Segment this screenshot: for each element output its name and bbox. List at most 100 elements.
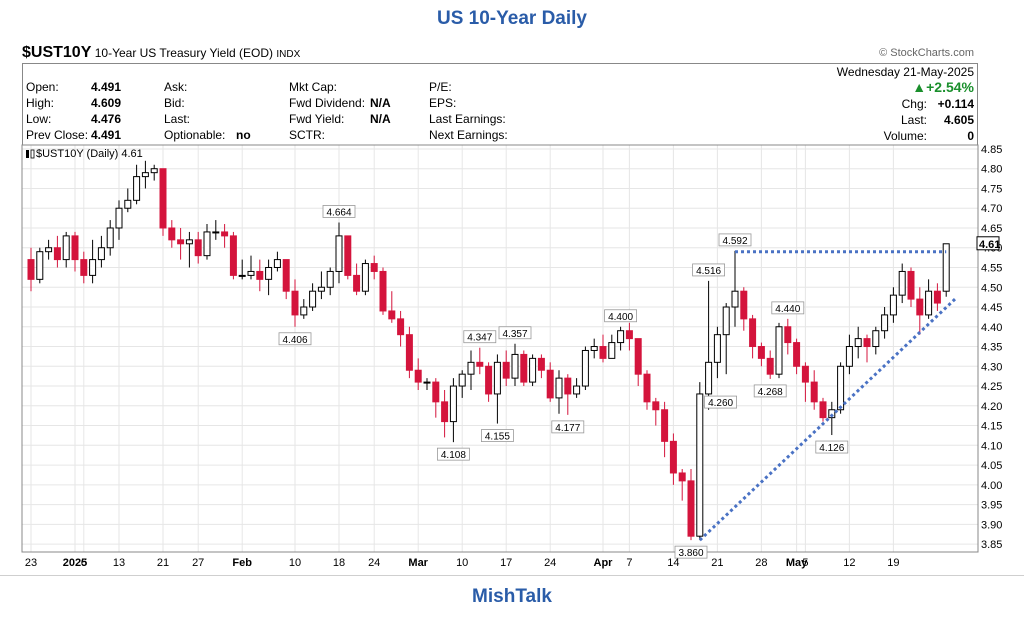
- candle: [282, 259, 290, 300]
- y-tick-label: 4.20: [981, 401, 1002, 413]
- candle: [344, 235, 352, 280]
- candle-body: [423, 381, 431, 384]
- candle: [300, 299, 308, 319]
- candle-body: [361, 263, 369, 292]
- candle: [801, 362, 809, 402]
- chart-grid: [22, 145, 978, 552]
- price-annotation: 4.400: [604, 309, 637, 323]
- price-annotation: 3.860: [674, 545, 708, 559]
- candle: [397, 310, 405, 347]
- fwd-yield-value: N/A: [370, 112, 391, 126]
- annotation-label: 4.516: [696, 266, 721, 277]
- candle-body: [335, 235, 343, 272]
- candle-body: [124, 199, 132, 209]
- candle-body: [757, 346, 765, 359]
- low-label: Low:: [26, 112, 52, 126]
- y-tick-label: 4.00: [981, 480, 1002, 492]
- candle-body: [309, 290, 317, 308]
- candle-body: [273, 259, 281, 268]
- candle: [854, 326, 862, 359]
- y-tick-label: 4.40: [981, 322, 1002, 334]
- candle: [502, 350, 510, 387]
- x-tick-label: 18: [333, 557, 345, 569]
- x-tick-label: 21: [157, 557, 169, 569]
- candle: [71, 231, 79, 272]
- candle: [916, 287, 924, 335]
- y-axis: 4.854.804.754.704.654.604.554.504.454.40…: [981, 144, 1002, 551]
- symbol-description: 10-Year US Treasury Yield (EOD): [94, 46, 274, 60]
- candle-body: [537, 357, 545, 371]
- annotation-box: [322, 205, 356, 218]
- candle-body: [889, 294, 897, 316]
- candle: [599, 334, 607, 363]
- candle: [27, 247, 35, 292]
- y-tick-label: 4.10: [981, 440, 1002, 452]
- fwd-dividend-value: N/A: [370, 96, 391, 110]
- candle-body: [80, 259, 88, 276]
- candle: [696, 382, 704, 541]
- candle-body: [643, 373, 651, 403]
- candle-body: [705, 361, 713, 395]
- optionable-value: no: [236, 128, 251, 142]
- candle-body: [397, 318, 405, 336]
- price-annotation: 4.516: [692, 263, 725, 277]
- annotation-box: [674, 545, 708, 559]
- candle: [361, 259, 369, 296]
- candle: [687, 469, 695, 541]
- candle-body: [581, 349, 589, 387]
- candle: [476, 347, 484, 375]
- annotation-box: [463, 330, 497, 344]
- last-r-label: Last:: [900, 113, 927, 127]
- x-tick-label: 12: [843, 557, 855, 569]
- candle: [634, 338, 642, 387]
- candle-body: [476, 361, 484, 367]
- candle-body: [185, 239, 193, 245]
- pct-change-value: +2.54%: [926, 79, 974, 95]
- candle-body: [696, 393, 704, 537]
- y-tick-label: 4.35: [981, 342, 1002, 354]
- candle: [370, 255, 378, 280]
- y-tick-label: 4.75: [981, 183, 1002, 195]
- candle-body: [546, 369, 554, 399]
- x-tick-label: 28: [755, 557, 767, 569]
- candle-body: [801, 365, 809, 383]
- candle: [608, 334, 616, 359]
- annotation-box: [436, 447, 470, 461]
- candle: [881, 307, 889, 339]
- candle: [889, 287, 897, 323]
- candle-body: [150, 168, 158, 174]
- candle-body: [458, 373, 466, 387]
- y-tick-label: 4.45: [981, 302, 1002, 314]
- candle: [124, 188, 132, 213]
- price-annotation: 4.406: [278, 332, 312, 346]
- annotation-label: 4.260: [708, 398, 733, 409]
- candle-body: [740, 290, 748, 320]
- annotation-label: 4.126: [819, 443, 844, 454]
- brand-label[interactable]: © StockCharts.com: [879, 47, 974, 59]
- candle-body: [590, 346, 598, 351]
- annotation-box: [753, 384, 787, 398]
- annotation-box: [718, 233, 752, 247]
- fwd-yield-label: Fwd Yield:: [289, 112, 345, 126]
- candle-body: [291, 290, 299, 316]
- candle: [810, 370, 818, 410]
- candle-body: [256, 270, 264, 280]
- candle-body: [722, 306, 730, 336]
- candle-body: [203, 231, 211, 257]
- candle-body: [599, 346, 607, 359]
- candle: [837, 362, 845, 414]
- candle: [784, 318, 792, 355]
- x-tick-label: 13: [113, 557, 125, 569]
- candle: [845, 334, 853, 375]
- candle-body: [344, 235, 352, 276]
- candle: [432, 378, 440, 418]
- price-annotation: 4.440: [771, 301, 805, 315]
- candle: [590, 338, 598, 359]
- candle-body: [89, 259, 97, 276]
- price-chart[interactable]: 4.6644.4064.1084.3474.1554.3574.1774.400…: [0, 0, 1024, 575]
- candle: [529, 354, 537, 387]
- candle-body: [441, 401, 449, 423]
- candle-body: [247, 270, 255, 276]
- price-annotation: 4.155: [480, 429, 514, 443]
- candle: [441, 389, 449, 438]
